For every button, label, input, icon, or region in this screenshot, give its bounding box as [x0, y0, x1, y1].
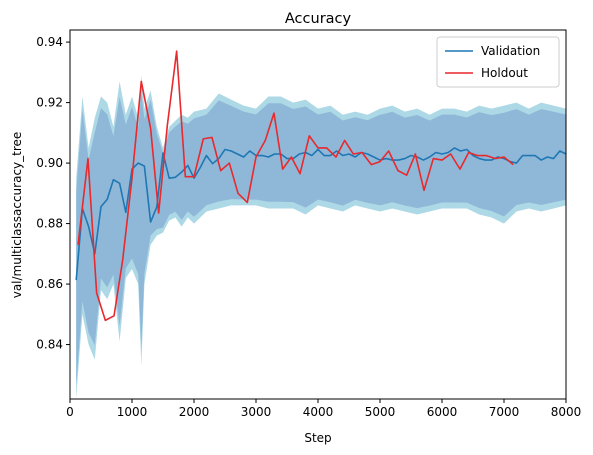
x-tick-label: 4000: [303, 405, 334, 419]
plot-content: [75, 50, 566, 399]
y-axis-ticks: 0.84 0.86 0.88 0.90 0.92 0.94: [36, 35, 70, 352]
y-tick-label: 0.90: [36, 156, 63, 170]
x-tick-label: 5000: [365, 405, 396, 419]
legend-box: [436, 36, 560, 88]
x-tick-label: 3000: [241, 405, 272, 419]
legend: Validation Holdout: [436, 36, 560, 88]
x-tick-label: 1000: [117, 405, 148, 419]
legend-label-holdout: Holdout: [481, 66, 528, 80]
x-tick-label: 0: [66, 405, 74, 419]
y-tick-label: 0.86: [36, 277, 63, 291]
x-axis-ticks: 0 1000 2000 3000 4000 5000 6000 7000 8000: [66, 399, 581, 419]
plot-frame: [69, 29, 567, 400]
x-tick-label: 8000: [551, 405, 582, 419]
series-layer: [75, 50, 566, 322]
x-tick-label: 6000: [427, 405, 458, 419]
y-tick-label: 0.92: [36, 96, 63, 110]
x-tick-label: 7000: [489, 405, 520, 419]
chart-title: Accuracy: [285, 11, 352, 27]
x-tick-label: 2000: [179, 405, 210, 419]
confidence-band-inner: [76, 92, 566, 386]
x-axis-label: Step: [304, 431, 331, 445]
series-line-holdout: [77, 50, 514, 322]
y-tick-label: 0.94: [36, 35, 63, 49]
y-axis-label: val/multiclassaccuracy_tree: [10, 132, 24, 299]
y-tick-label: 0.88: [36, 217, 63, 231]
legend-label-validation: Validation: [481, 44, 540, 58]
y-tick-label: 0.84: [36, 338, 63, 352]
